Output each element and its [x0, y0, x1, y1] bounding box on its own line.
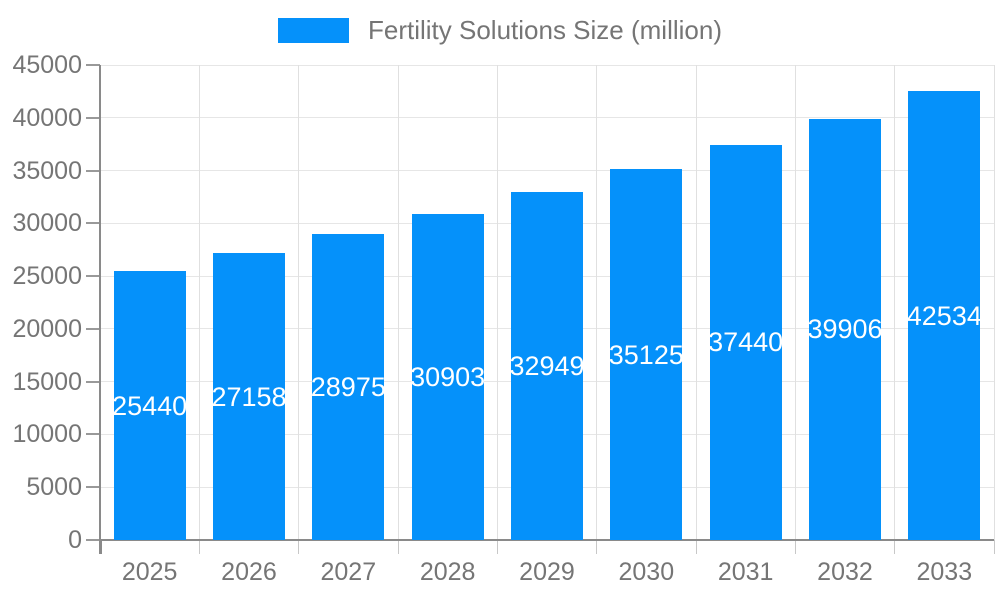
y-axis-label: 0 [68, 526, 82, 554]
x-gridline [695, 65, 697, 540]
bar-value-label: 28975 [310, 372, 386, 403]
x-tick-mark [794, 540, 796, 554]
x-tick-mark [298, 540, 300, 554]
x-tick-mark [596, 540, 598, 554]
x-gridline [298, 65, 300, 540]
x-tick-mark [993, 540, 995, 554]
x-axis-label: 2030 [618, 558, 675, 586]
y-tick-mark [86, 380, 100, 383]
x-axis-label: 2029 [519, 558, 575, 586]
x-gridline [496, 65, 498, 540]
legend[interactable]: Fertility Solutions Size (million) [0, 15, 1000, 46]
x-axis-label: 2027 [320, 558, 377, 586]
x-axis [100, 539, 994, 541]
bar-2027[interactable] [312, 234, 385, 540]
y-tick-mark [86, 169, 100, 172]
bar-value-label: 30903 [410, 361, 486, 392]
y-axis-label: 35000 [12, 156, 82, 185]
x-axis-label: 2028 [419, 558, 476, 586]
x-axis-label: 2031 [717, 558, 774, 586]
bar-2029[interactable] [511, 192, 583, 540]
legend-label: Fertility Solutions Size (million) [368, 15, 722, 45]
y-tick-mark [86, 222, 100, 225]
bar-value-label: 42534 [906, 300, 982, 331]
x-gridline [596, 65, 598, 540]
x-tick-mark [496, 540, 498, 554]
y-tick-mark [86, 275, 100, 278]
x-axis-label: 2025 [121, 558, 178, 586]
y-gridline [100, 117, 994, 119]
y-axis-label: 25000 [12, 262, 82, 291]
x-axis-label: 2026 [221, 558, 277, 586]
bar-2033[interactable] [908, 91, 981, 540]
x-axis-label: 2032 [817, 558, 873, 586]
y-axis-label: 45000 [12, 51, 82, 79]
x-axis-label: 2033 [916, 558, 973, 586]
y-tick-mark [86, 433, 100, 436]
bar-value-label: 25440 [112, 390, 188, 421]
y-tick-mark [86, 327, 100, 330]
legend-color-swatch [278, 18, 349, 43]
bar-2026[interactable] [213, 253, 285, 540]
y-gridline [100, 170, 994, 172]
x-tick-mark [198, 540, 200, 554]
y-axis-label: 15000 [12, 367, 82, 396]
bar-2025[interactable] [113, 271, 186, 540]
y-axis-label: 10000 [12, 420, 82, 449]
bar-value-label: 35125 [608, 339, 684, 370]
bar-2032[interactable] [809, 118, 881, 540]
y-axis-label: 5000 [26, 473, 82, 502]
x-tick-mark [695, 540, 697, 554]
bar-value-label: 27158 [211, 381, 287, 412]
x-gridline [794, 65, 796, 540]
x-tick-mark [397, 540, 399, 554]
x-gridline [894, 65, 896, 540]
x-gridline [198, 65, 200, 540]
y-axis-label: 20000 [12, 314, 82, 343]
x-tick-mark [894, 540, 896, 554]
bar-2028[interactable] [411, 213, 484, 540]
bar-2031[interactable] [709, 144, 782, 540]
bar-value-label: 39906 [807, 314, 883, 345]
y-axis [99, 65, 101, 554]
y-tick-mark [86, 539, 100, 541]
y-tick-mark [86, 116, 100, 119]
y-tick-mark [86, 64, 100, 66]
y-gridline [100, 64, 994, 66]
y-axis-label: 40000 [12, 103, 82, 132]
bar-value-label: 37440 [708, 327, 784, 358]
x-gridline [993, 65, 995, 540]
y-tick-mark [86, 486, 100, 489]
y-axis-label: 30000 [12, 209, 82, 238]
bar-2030[interactable] [610, 169, 683, 540]
bar-value-label: 32949 [509, 351, 585, 382]
x-gridline [397, 65, 399, 540]
